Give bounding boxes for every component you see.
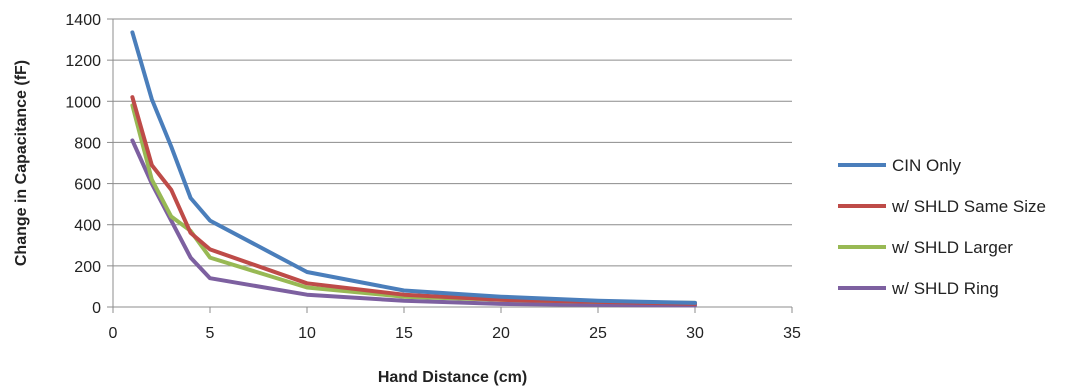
x-tick-label: 15 — [395, 325, 413, 342]
x-axis-title: Hand Distance (cm) — [378, 369, 527, 386]
series-line — [130, 103, 697, 305]
x-tick-label: 25 — [589, 325, 607, 342]
x-tick-label: 35 — [783, 325, 801, 342]
y-tick-label: 1200 — [65, 53, 101, 70]
legend-label: w/ SHLD Same Size — [891, 197, 1046, 216]
legend-label: w/ SHLD Larger — [891, 238, 1013, 257]
x-tick-label: 0 — [109, 325, 118, 342]
x-tick-label: 10 — [298, 325, 316, 342]
series-line — [130, 30, 697, 305]
y-tick-label: 1000 — [65, 94, 101, 111]
x-tick-label: 5 — [206, 325, 215, 342]
x-tick-label: 20 — [492, 325, 510, 342]
x-tick-label: 30 — [686, 325, 704, 342]
y-tick-label: 200 — [74, 259, 101, 276]
y-tick-label: 400 — [74, 218, 101, 235]
legend: CIN Only w/ SHLD Same Size w/ SHLD Larger w… — [838, 156, 1046, 298]
gridlines — [113, 18, 792, 267]
legend-label: w/ SHLD Ring — [891, 279, 999, 298]
legend-label: CIN Only — [892, 156, 961, 175]
series-line — [130, 95, 697, 306]
y-tick-label: 1400 — [65, 12, 101, 29]
y-axis-title: Change in Capacitance (fF) — [13, 60, 30, 266]
y-tick-label: 800 — [74, 135, 101, 152]
plot-area — [130, 30, 697, 308]
y-tick-label: 600 — [74, 177, 101, 194]
y-tick-label: 0 — [92, 300, 101, 317]
